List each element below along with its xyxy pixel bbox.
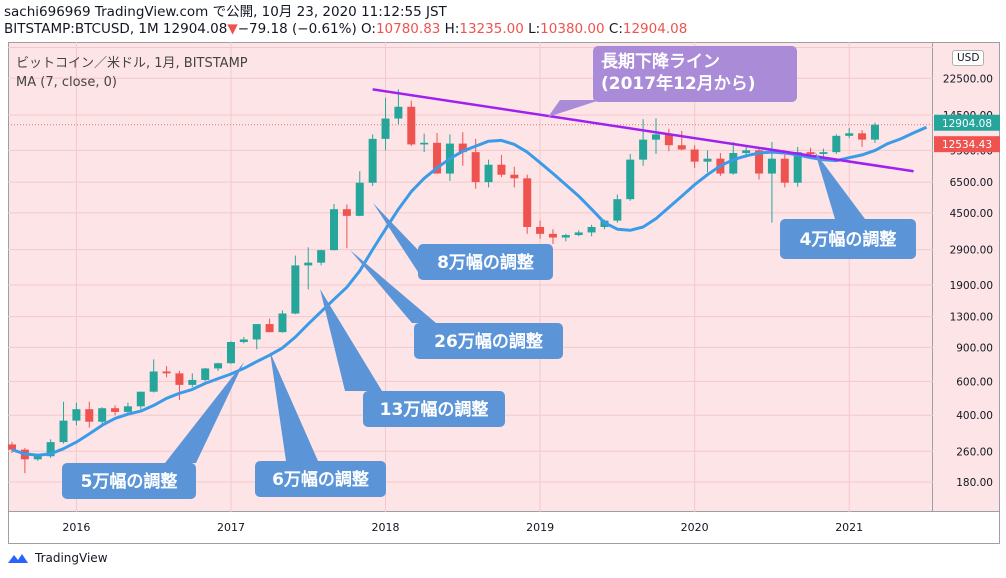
currency-label[interactable]: USD [952, 50, 985, 66]
price-change: −79.18 (−0.61%) [237, 21, 357, 37]
down-arrow-icon: ▼ [227, 21, 238, 37]
time-axis[interactable] [8, 512, 1000, 544]
brand-name: TradingView [35, 551, 108, 565]
close-label: C: [608, 21, 623, 37]
high-label: H: [444, 21, 460, 37]
low-label: L: [528, 21, 541, 37]
open-value: 10780.83 [375, 21, 441, 37]
symbol-line: BITSTAMP:BTCUSD, 1M 12904.08▼−79.18 (−0.… [4, 21, 687, 38]
high-value: 13235.00 [459, 21, 524, 37]
ma-indicator-label: MA (7, close, 0) [16, 75, 117, 90]
symbol-description: ビットコイン／米ドル, 1月, BITSTAMP [16, 56, 248, 71]
open-label: O: [361, 21, 376, 37]
close-value: 12904.08 [622, 21, 688, 37]
footer-brand[interactable]: TradingView [6, 551, 108, 565]
chart-header: sachi696969 TradingView.com で公開, 10月 23,… [4, 4, 687, 38]
publish-line: sachi696969 TradingView.com で公開, 10月 23,… [4, 4, 447, 20]
symbol-price: BITSTAMP:BTCUSD, 1M 12904.08 [4, 21, 228, 37]
chart-subtitle: ビットコイン／米ドル, 1月, BITSTAMP MA (7, close, 0… [16, 54, 248, 92]
plot-area[interactable] [8, 42, 933, 512]
low-value: 10380.00 [540, 21, 605, 37]
tradingview-logo-icon [8, 554, 28, 563]
price-axis[interactable] [933, 42, 1000, 512]
